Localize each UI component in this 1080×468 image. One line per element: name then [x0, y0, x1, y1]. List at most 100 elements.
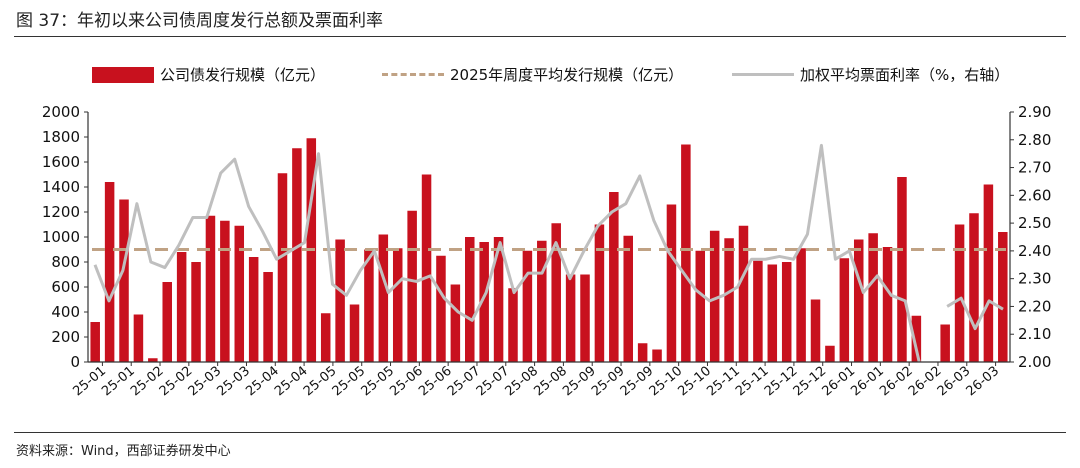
bar-26: [465, 237, 475, 362]
bar-18: [349, 304, 360, 362]
bar-34: [580, 274, 590, 362]
source-note: 资料来源：Wind，西部证券研发中心: [16, 444, 231, 459]
bar-5: [162, 282, 172, 362]
bar-1: [104, 182, 115, 362]
bar-63: [998, 232, 1008, 362]
bar-6: [176, 252, 187, 362]
bar-9: [220, 220, 230, 362]
bar-48: [781, 262, 792, 362]
bar-0: [90, 322, 100, 362]
bar-24: [436, 255, 446, 362]
bar-42: [695, 250, 706, 362]
page-title: 图 37：年初以来公司债周度发行总额及票面利率: [16, 11, 384, 31]
bar-47: [767, 264, 778, 362]
bar-40: [666, 204, 677, 362]
bar-38: [637, 343, 648, 362]
rate-line-series: [93, 143, 1004, 363]
bar-62: [983, 184, 994, 362]
left-tick-label: 400: [51, 303, 80, 321]
left-tick-label: 1200: [42, 203, 80, 221]
bar-11: [248, 257, 259, 362]
right-tick-label: 2.30: [1018, 270, 1051, 288]
bar-16: [320, 313, 331, 362]
legend-item-bar: 公司债发行规模（亿元）: [92, 64, 325, 85]
right-tick-label: 2.70: [1018, 159, 1051, 177]
right-tick-label: 2.50: [1018, 214, 1051, 232]
bar-61: [969, 213, 979, 362]
bar-56: [897, 177, 907, 362]
legend-label-rate: 加权平均票面利率（%，右轴）: [800, 66, 1010, 84]
legend-swatch-rate: [732, 73, 794, 76]
rate-line: [93, 143, 1004, 363]
bar-29: [508, 288, 518, 362]
bar-54: [868, 233, 878, 362]
bar-17: [335, 239, 345, 362]
bar-50: [810, 299, 821, 362]
bar-19: [364, 249, 374, 362]
bar-series: [90, 138, 1008, 362]
bar-49: [796, 248, 806, 362]
right-tick-label: 2.60: [1018, 186, 1051, 204]
bar-30: [522, 250, 533, 362]
bar-41: [681, 144, 691, 362]
bar-25: [450, 284, 461, 362]
title-divider: [14, 36, 1066, 37]
bar-55: [882, 247, 893, 362]
bar-8: [205, 215, 216, 362]
bar-10: [234, 225, 245, 362]
right-tick-label: 2.20: [1018, 297, 1051, 315]
legend-item-rate: 加权平均票面利率（%，右轴）: [732, 64, 1009, 85]
bar-46: [753, 260, 763, 362]
left-tick-label: 1600: [42, 153, 80, 171]
right-tick-label: 2.40: [1018, 242, 1051, 260]
left-tick-label: 600: [51, 278, 80, 296]
bar-4: [148, 358, 158, 362]
bar-14: [292, 148, 302, 362]
bar-28: [493, 237, 504, 362]
bar-21: [392, 248, 403, 362]
right-tick-label: 2.00: [1018, 353, 1051, 371]
bar-7: [191, 262, 201, 362]
bar-39: [652, 349, 662, 362]
left-tick-label: 1800: [42, 128, 80, 146]
bar-23: [421, 174, 432, 362]
bar-45: [738, 225, 749, 362]
right-tick-label: 2.90: [1018, 103, 1051, 121]
bar-33: [565, 274, 576, 362]
bar-43: [709, 230, 720, 362]
bar-32: [551, 223, 561, 362]
legend-item-average: 2025年周度平均发行规模（亿元）: [382, 64, 683, 85]
bar-20: [378, 234, 389, 362]
left-tick-label: 1400: [42, 178, 80, 196]
bar-3: [133, 314, 144, 362]
bar-35: [594, 224, 605, 362]
bar-51: [825, 345, 835, 362]
legend-swatch-bar: [92, 66, 154, 83]
right-tick-label: 2.10: [1018, 325, 1051, 343]
left-tick-label: 200: [51, 328, 80, 346]
footer-divider: [14, 432, 1066, 433]
bar-31: [537, 240, 547, 362]
bar-13: [277, 173, 288, 362]
right-axis-ticks: 2.00 2.10 2.20 2.30 2.40 2.50 2.60 2.70 2.80 2.90: [1010, 103, 1051, 371]
left-tick-label: 2000: [42, 103, 80, 121]
legend-label-average: 2025年周度平均发行规模（亿元）: [450, 66, 684, 84]
bar-36: [609, 192, 619, 362]
bar-27: [479, 242, 489, 362]
legend-swatch-average: [382, 73, 444, 76]
bar-60: [954, 224, 965, 362]
bar-37: [623, 235, 633, 362]
bar-44: [724, 238, 734, 362]
x-tick-label: 26-03: [964, 364, 1003, 400]
bar-12: [263, 272, 273, 362]
bar-53: [853, 239, 864, 362]
left-tick-label: 0: [70, 353, 80, 371]
legend-label-bar: 公司债发行规模（亿元）: [160, 66, 326, 84]
bar-2: [119, 199, 129, 362]
left-axis-ticks: 0 200 400 600 800 1000 1200 1400 1600 1800 2000: [42, 103, 88, 371]
x-axis-ticks: 25-0125-0125-0225-0225-0325-0325-0425-04…: [70, 362, 1002, 399]
bar-52: [839, 258, 850, 362]
bar-57: [911, 315, 922, 362]
left-tick-label: 1000: [42, 228, 80, 246]
bar-59: [940, 324, 950, 362]
